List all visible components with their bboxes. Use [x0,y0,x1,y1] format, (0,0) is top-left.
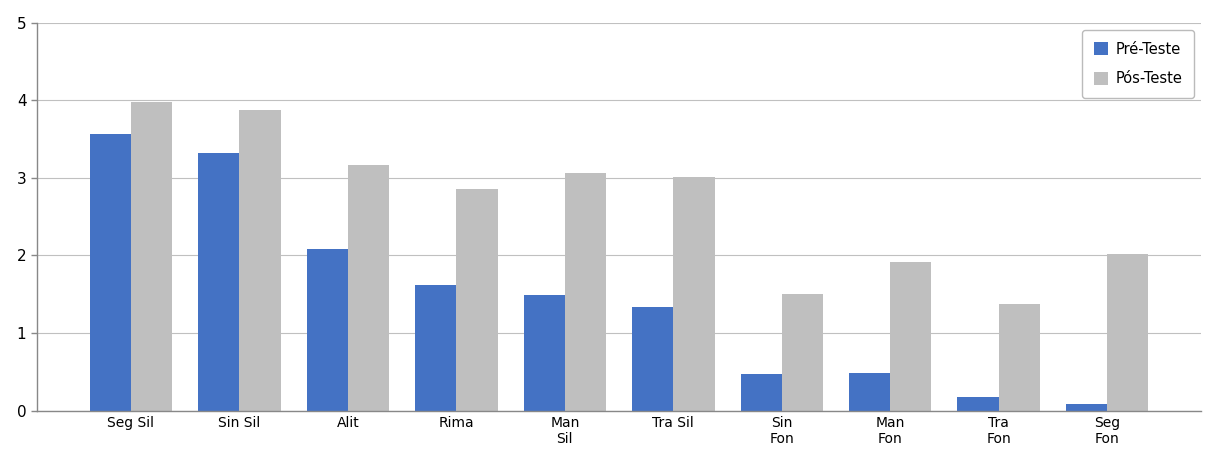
Legend: Pré-Teste, Pós-Teste: Pré-Teste, Pós-Teste [1082,30,1194,98]
Bar [132,102,172,411]
Bar [240,110,280,411]
Bar [632,307,674,411]
Bar [849,373,890,411]
Bar [1107,254,1149,411]
Bar [674,177,715,411]
Bar [307,249,348,411]
Bar [741,374,782,411]
Bar [999,304,1040,411]
Bar [90,134,132,411]
Bar [957,397,999,411]
Bar [415,285,457,411]
Bar [524,295,565,411]
Bar [782,294,823,411]
Bar [199,153,240,411]
Bar [348,165,389,411]
Bar [457,189,498,411]
Bar [1066,404,1107,411]
Bar [565,173,607,411]
Bar [890,263,932,411]
